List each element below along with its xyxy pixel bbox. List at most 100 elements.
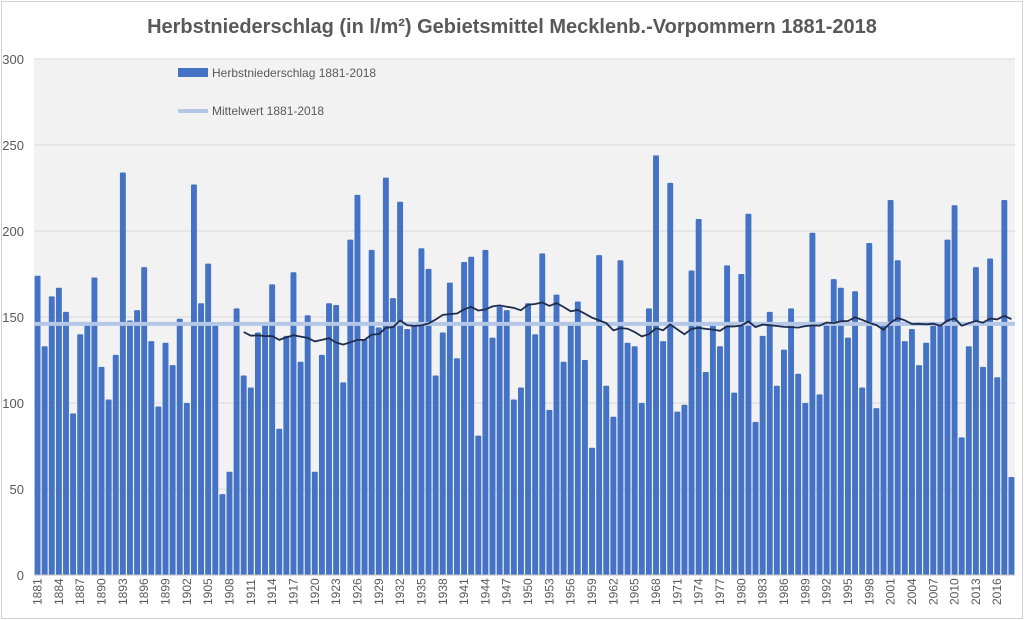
x-tick-label: 2010 bbox=[948, 578, 962, 605]
moving-average-line bbox=[243, 301, 1012, 346]
x-tick-label: 2007 bbox=[926, 578, 940, 605]
bar-1911 bbox=[247, 387, 254, 575]
x-tick-label: 1887 bbox=[73, 578, 87, 605]
x-tick-label: 1983 bbox=[756, 578, 770, 605]
bar-1967 bbox=[645, 308, 652, 575]
bar-1916 bbox=[283, 335, 290, 575]
bar-1976 bbox=[709, 325, 716, 575]
bar-1926 bbox=[354, 194, 361, 575]
bar-1954 bbox=[553, 294, 560, 575]
bar-1921 bbox=[318, 354, 325, 575]
bar-1982 bbox=[752, 421, 759, 575]
bar-1895 bbox=[134, 310, 141, 575]
bar-1886 bbox=[70, 413, 77, 575]
bar-1899 bbox=[162, 342, 169, 575]
bar-1900 bbox=[169, 365, 176, 575]
bar-2018 bbox=[1008, 476, 1015, 575]
bar-1937 bbox=[432, 375, 439, 575]
bar-1950 bbox=[525, 303, 532, 575]
bar-1931 bbox=[390, 298, 396, 575]
bar-1882 bbox=[41, 346, 48, 575]
bar-1979 bbox=[731, 392, 738, 575]
bar-1914 bbox=[269, 284, 276, 575]
x-tick-label: 1926 bbox=[350, 578, 364, 605]
bar-1978 bbox=[724, 265, 731, 575]
x-tick-label: 1956 bbox=[564, 578, 578, 605]
bar-1948 bbox=[510, 399, 517, 575]
legend-label-bars: Herbstniederschlag 1881-2018 bbox=[212, 66, 376, 80]
bar-1972 bbox=[681, 404, 688, 575]
bar-1938 bbox=[439, 332, 446, 575]
bar-2014 bbox=[980, 366, 986, 575]
x-tick-label: 1905 bbox=[201, 578, 215, 605]
x-tick-label: 1929 bbox=[372, 578, 386, 605]
bar-1888 bbox=[84, 322, 91, 575]
bar-1933 bbox=[404, 329, 411, 575]
bar-1975 bbox=[702, 372, 709, 575]
bar-1986 bbox=[781, 349, 787, 575]
x-tick-label: 1911 bbox=[244, 579, 258, 605]
bar-2002 bbox=[894, 260, 901, 575]
bar-1958 bbox=[581, 360, 588, 575]
bar-1957 bbox=[574, 301, 581, 575]
x-tick-label: 1917 bbox=[286, 578, 300, 605]
bar-1936 bbox=[425, 268, 432, 575]
bar-1928 bbox=[368, 249, 375, 576]
bar-1881 bbox=[34, 275, 41, 575]
bar-1994 bbox=[837, 287, 844, 575]
bar-1932 bbox=[397, 201, 404, 575]
x-tick-label: 1881 bbox=[31, 578, 45, 605]
bar-1996 bbox=[852, 291, 859, 575]
chart-title: Herbstniederschlag (in l/m²) Gebietsmitt… bbox=[147, 16, 877, 38]
bar-2011 bbox=[958, 437, 965, 575]
bar-1945 bbox=[489, 337, 496, 575]
bar-2013 bbox=[972, 267, 979, 575]
bar-2017 bbox=[1001, 200, 1008, 576]
bar-1956 bbox=[567, 322, 574, 575]
bar-1952 bbox=[539, 253, 546, 576]
x-tick-label: 1932 bbox=[393, 578, 407, 605]
x-tick-label: 1920 bbox=[308, 578, 322, 605]
bar-1980 bbox=[738, 274, 745, 575]
bar-1922 bbox=[326, 303, 332, 575]
x-tick-label: 1962 bbox=[606, 578, 620, 605]
x-tick-label: 2001 bbox=[884, 578, 898, 605]
bar-1907 bbox=[219, 494, 226, 575]
bar-1896 bbox=[141, 267, 148, 575]
bar-1949 bbox=[517, 387, 524, 575]
bar-2008 bbox=[937, 325, 944, 575]
bar-1992 bbox=[823, 322, 830, 575]
x-tick-label: 1923 bbox=[329, 578, 343, 605]
y-tick-label: 150 bbox=[2, 310, 24, 325]
bar-1892 bbox=[112, 354, 119, 575]
bar-1983 bbox=[759, 335, 766, 575]
x-tick-label: 1884 bbox=[52, 578, 66, 605]
bar-1884 bbox=[55, 287, 62, 575]
bar-1917 bbox=[290, 272, 297, 575]
bar-1981 bbox=[745, 213, 752, 576]
bar-1968 bbox=[653, 155, 659, 575]
bar-1902 bbox=[183, 403, 190, 575]
bar-2001 bbox=[887, 200, 894, 576]
bar-1908 bbox=[226, 471, 233, 575]
x-tick-label: 1944 bbox=[478, 578, 492, 605]
x-tick-label: 1977 bbox=[713, 578, 727, 605]
y-tick-label: 300 bbox=[2, 52, 24, 67]
x-tick-label: 1950 bbox=[521, 578, 535, 605]
bar-2012 bbox=[965, 346, 972, 575]
bar-1961 bbox=[603, 385, 610, 575]
bar-1910 bbox=[240, 375, 247, 575]
bar-1988 bbox=[795, 373, 802, 575]
bar-1946 bbox=[496, 306, 503, 575]
bar-1951 bbox=[532, 334, 539, 575]
y-tick-label: 50 bbox=[10, 482, 24, 497]
x-tick-label: 1914 bbox=[265, 578, 279, 605]
x-tick-label: 1899 bbox=[159, 578, 173, 605]
bar-1984 bbox=[766, 311, 773, 575]
legend-swatch-bars bbox=[178, 68, 208, 77]
bar-2009 bbox=[944, 239, 951, 575]
bar-1885 bbox=[63, 311, 69, 575]
bar-1939 bbox=[446, 282, 453, 575]
x-tick-label: 1980 bbox=[734, 578, 748, 605]
bar-2015 bbox=[987, 258, 994, 575]
